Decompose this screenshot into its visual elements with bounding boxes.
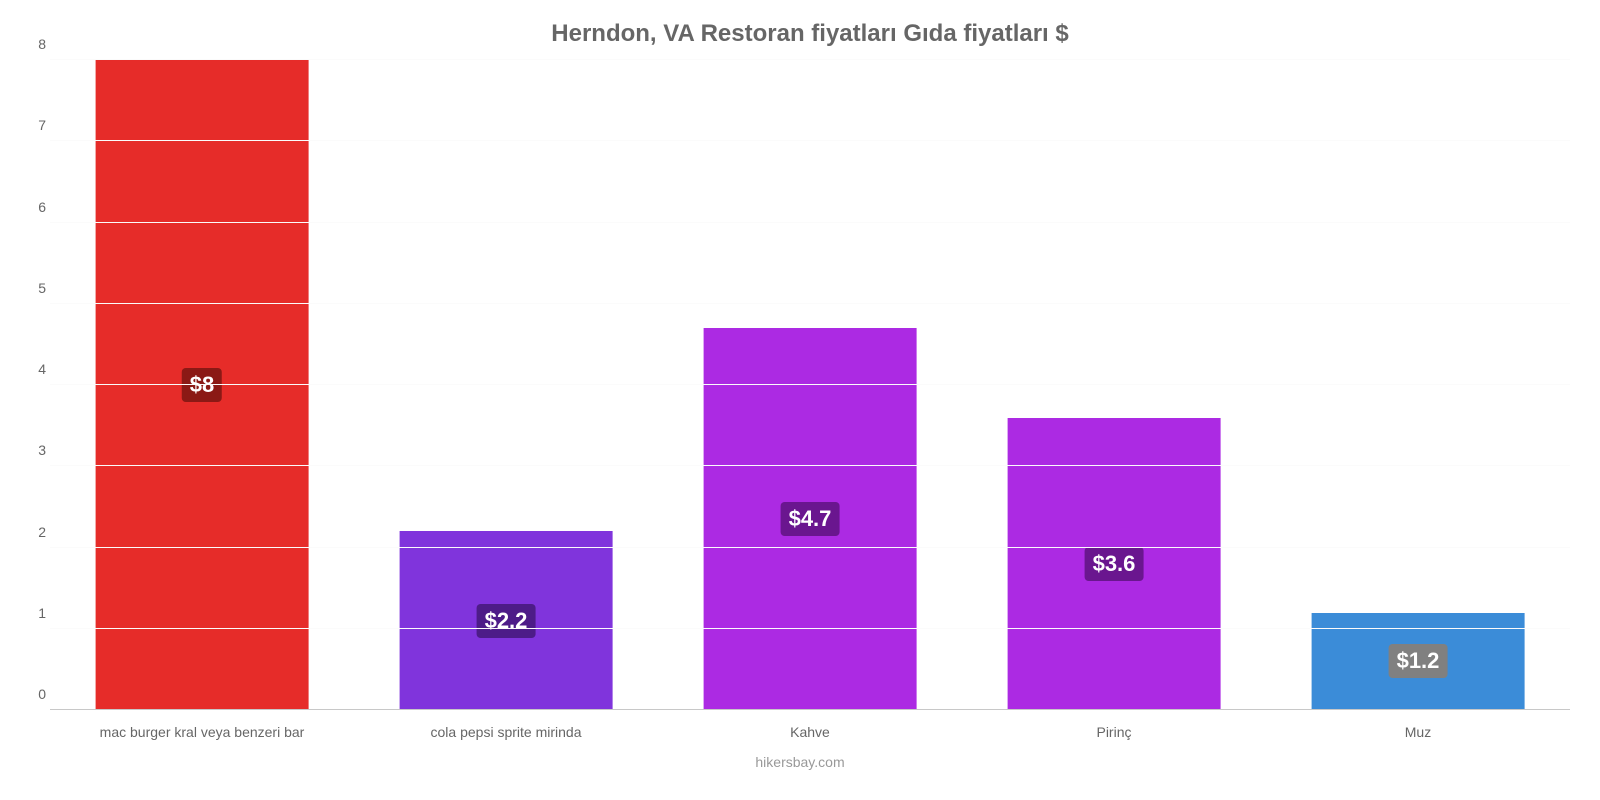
x-axis-label: Pirinç (962, 724, 1266, 740)
y-tick-label: 4 (22, 361, 46, 377)
chart-title: Herndon, VA Restoran fiyatları Gıda fiya… (50, 20, 1570, 48)
bars-layer: $8 $2.2 $4.7 $3.6 $1.2 (50, 60, 1570, 710)
value-label: $1.2 (1389, 644, 1448, 678)
y-tick-label: 8 (22, 36, 46, 52)
bar-slot: $3.6 (962, 60, 1266, 710)
value-label: $3.6 (1085, 547, 1144, 581)
x-axis-label: mac burger kral veya benzeri bar (50, 724, 354, 740)
bar-slot: $4.7 (658, 60, 962, 710)
bar-slot: $2.2 (354, 60, 658, 710)
chart-container: Herndon, VA Restoran fiyatları Gıda fiya… (0, 0, 1600, 800)
y-tick-label: 2 (22, 524, 46, 540)
bar-slot: $8 (50, 60, 354, 710)
value-label: $2.2 (477, 604, 536, 638)
plot-area: $8$2.2$4.7$3.6$1.2 012345678 (50, 60, 1570, 710)
y-tick-label: 1 (22, 605, 46, 621)
y-tick-label: 0 (22, 686, 46, 702)
y-tick-label: 5 (22, 280, 46, 296)
x-axis-label: cola pepsi sprite mirinda (354, 724, 658, 740)
value-label: $8 (182, 368, 222, 402)
x-axis-labels: mac burger kral veya benzeri barcola pep… (50, 724, 1570, 740)
value-label: $4.7 (781, 502, 840, 536)
x-axis-label: Muz (1266, 724, 1570, 740)
x-axis-label: Kahve (658, 724, 962, 740)
y-tick-label: 7 (22, 117, 46, 133)
bar-slot: $1.2 (1266, 60, 1570, 710)
y-tick-label: 3 (22, 442, 46, 458)
credit-text: hikersbay.com (0, 754, 1600, 770)
y-tick-label: 6 (22, 199, 46, 215)
